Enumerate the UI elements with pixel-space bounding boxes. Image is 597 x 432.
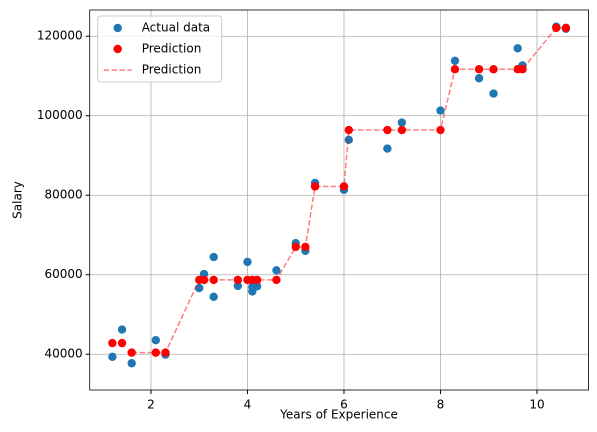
point <box>474 74 484 83</box>
x-tick-label: 2 <box>147 398 155 412</box>
x-tick-label: 8 <box>437 398 445 412</box>
point <box>252 282 262 291</box>
point <box>561 23 571 33</box>
x-axis-label: Years of Experience <box>279 408 398 422</box>
line <box>131 27 566 354</box>
y-tick-label: 100000 <box>37 108 83 122</box>
legend-swatch <box>113 23 122 33</box>
y-tick-label: 120000 <box>37 29 83 43</box>
point <box>252 275 262 285</box>
point <box>151 336 161 345</box>
point <box>344 135 353 145</box>
legend-label: Prediction <box>142 42 202 56</box>
point <box>344 125 353 135</box>
legend-label: Actual data <box>142 21 210 35</box>
point <box>199 269 209 279</box>
legend-box <box>97 15 223 83</box>
x-tick-label: 4 <box>244 398 252 412</box>
y-axis-label: Salary <box>11 181 25 219</box>
axes-frame <box>89 9 589 391</box>
point <box>383 125 392 135</box>
y-tick-label: 60000 <box>45 267 83 281</box>
point <box>209 292 218 302</box>
point <box>436 106 445 115</box>
point <box>272 266 281 275</box>
point <box>127 359 136 368</box>
y-tick-label: 40000 <box>45 347 83 361</box>
point <box>108 352 117 362</box>
point <box>383 144 392 153</box>
x-tick-label: 6 <box>340 398 348 412</box>
point <box>233 281 243 291</box>
point <box>513 44 522 53</box>
point <box>397 118 407 127</box>
point <box>243 257 252 267</box>
point <box>117 325 127 334</box>
point <box>489 89 498 98</box>
point <box>117 338 127 348</box>
legend-swatch <box>113 44 122 54</box>
x-tick-label: 10 <box>529 398 544 412</box>
point <box>108 338 117 348</box>
point <box>450 56 460 66</box>
point <box>209 252 218 262</box>
y-tick-label: 80000 <box>45 188 83 202</box>
legend-label: Prediction <box>142 63 202 77</box>
